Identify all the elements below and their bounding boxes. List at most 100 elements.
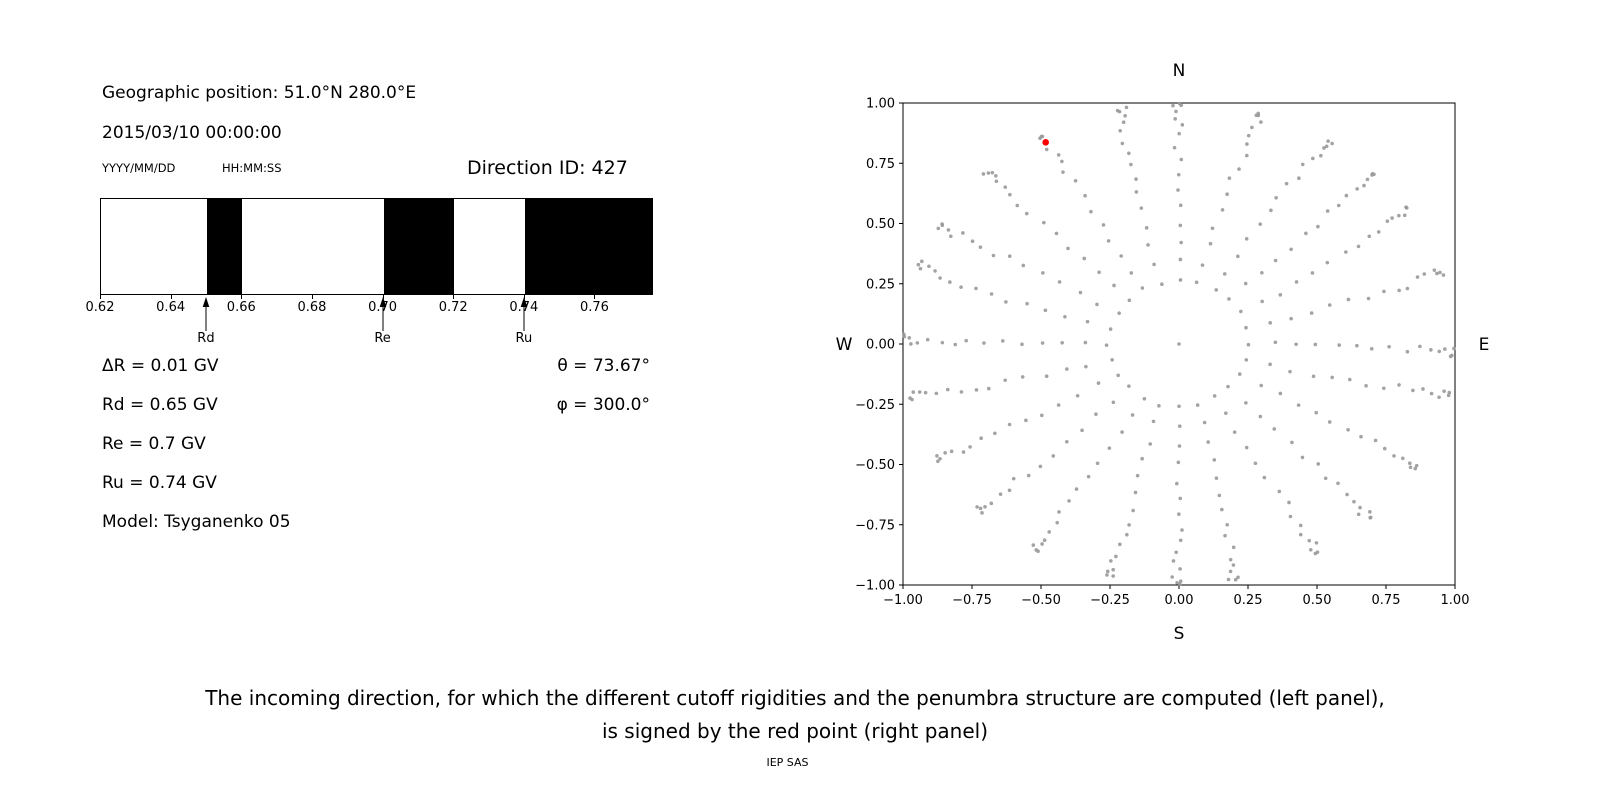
direction-dot xyxy=(1108,327,1113,331)
direction-dot xyxy=(1044,147,1049,152)
direction-dot xyxy=(1041,271,1045,275)
direction-dot xyxy=(1272,427,1277,431)
direction-dot xyxy=(1319,153,1323,158)
direction-dot xyxy=(938,456,942,461)
y-tick-label: 0.00 xyxy=(866,338,895,353)
direction-dot xyxy=(1397,288,1401,293)
direction-dot xyxy=(1105,569,1110,574)
direction-dot xyxy=(1094,412,1098,416)
direction-dot xyxy=(1176,172,1181,177)
direction-dot xyxy=(1356,244,1361,249)
direction-dot xyxy=(1082,256,1087,261)
direction-dot xyxy=(1176,460,1181,465)
direction-dot xyxy=(979,436,983,441)
direction-dot xyxy=(1060,340,1064,345)
direction-dot xyxy=(1336,481,1340,486)
direction-dot xyxy=(916,262,921,267)
x-tick-label: 0.00 xyxy=(1165,593,1194,608)
direction-dot xyxy=(1174,550,1179,555)
direction-dot xyxy=(1084,364,1088,369)
direction-dot xyxy=(1226,577,1231,582)
direction-dot xyxy=(948,280,952,284)
x-tick-label: 0.75 xyxy=(1372,593,1401,608)
direction-dot xyxy=(1130,413,1135,417)
direction-dot xyxy=(1104,343,1109,347)
compass-east-label: E xyxy=(1479,335,1490,355)
direction-dot xyxy=(1217,493,1222,498)
direction-dot xyxy=(1139,206,1144,210)
direction-dot xyxy=(1118,128,1122,133)
x-tick-label: −1.00 xyxy=(883,593,923,608)
direction-dot xyxy=(1178,257,1183,262)
direction-dot xyxy=(1047,530,1051,534)
forbidden-band xyxy=(524,199,652,294)
direction-dot xyxy=(1003,378,1007,383)
direction-dot xyxy=(943,451,947,455)
x-tick-label: 0.25 xyxy=(1234,593,1263,608)
y-tick-label: −0.75 xyxy=(855,518,895,533)
compass-west-label: W xyxy=(836,335,853,355)
direction-dot xyxy=(902,334,907,339)
direction-dot xyxy=(1089,209,1093,214)
direction-dot xyxy=(1129,271,1134,275)
y-tick-label: 0.25 xyxy=(866,277,895,292)
direction-dot xyxy=(1367,234,1372,239)
direction-dot xyxy=(1236,575,1240,580)
direction-dot xyxy=(1309,311,1314,315)
x-tick-label: −0.25 xyxy=(1090,593,1130,608)
direction-dot xyxy=(1345,492,1349,497)
re-arrow-icon xyxy=(379,297,386,331)
direction-dot xyxy=(1311,156,1315,161)
direction-dot xyxy=(1208,241,1213,246)
phi-value: φ = 300.0° xyxy=(556,395,650,415)
direction-dot xyxy=(1056,153,1061,157)
direction-dot xyxy=(1176,188,1180,192)
direction-dot xyxy=(1004,300,1008,304)
direction-dot xyxy=(1171,103,1175,108)
direction-dot xyxy=(935,453,939,458)
direction-dot xyxy=(1127,523,1131,527)
direction-dot xyxy=(1298,532,1303,537)
caption-line-2: is signed by the red point (right panel) xyxy=(601,719,989,743)
direction-dot xyxy=(1051,454,1056,458)
direction-dot xyxy=(1274,196,1278,200)
direction-dot xyxy=(1096,381,1101,385)
direction-dot xyxy=(1290,440,1294,445)
direction-dot xyxy=(981,172,986,176)
rd-arrow-label: Rd xyxy=(197,331,215,346)
direction-dot xyxy=(1429,348,1433,352)
direction-dot xyxy=(1054,231,1059,236)
direction-dot xyxy=(1140,456,1144,461)
direction-dot xyxy=(1114,554,1118,559)
direction-dot xyxy=(1244,325,1248,330)
direction-dot xyxy=(986,171,991,175)
direction-dot xyxy=(1214,288,1219,292)
direction-dot xyxy=(1020,342,1024,347)
datetime-text: 2015/03/10 00:00:00 xyxy=(102,123,282,143)
direction-dot xyxy=(1075,393,1080,398)
direction-dot xyxy=(1294,280,1299,284)
direction-dot xyxy=(1127,384,1131,388)
direction-dot xyxy=(1157,404,1161,408)
direction-dot xyxy=(1222,272,1227,276)
direction-dot xyxy=(1385,219,1390,223)
direction-dot xyxy=(1177,101,1182,106)
direction-dot xyxy=(1404,206,1409,210)
direction-dot xyxy=(989,292,994,296)
direction-dot xyxy=(917,390,922,394)
direction-dot xyxy=(1358,505,1362,510)
penumbra-tick-label: 0.64 xyxy=(156,300,186,315)
direction-dot xyxy=(1408,465,1413,470)
direction-dot xyxy=(1063,314,1067,319)
direction-dot xyxy=(1346,297,1351,302)
direction-dot xyxy=(908,396,912,400)
direction-dot xyxy=(1324,144,1329,149)
direction-dot xyxy=(1024,211,1029,216)
direction-dot xyxy=(1236,254,1240,259)
direction-dot xyxy=(949,449,954,454)
direction-dot xyxy=(1259,120,1263,124)
direction-dot xyxy=(1228,569,1233,574)
direction-dot xyxy=(1056,403,1061,407)
direction-dot xyxy=(1232,430,1237,434)
direction-dot xyxy=(1256,113,1261,118)
